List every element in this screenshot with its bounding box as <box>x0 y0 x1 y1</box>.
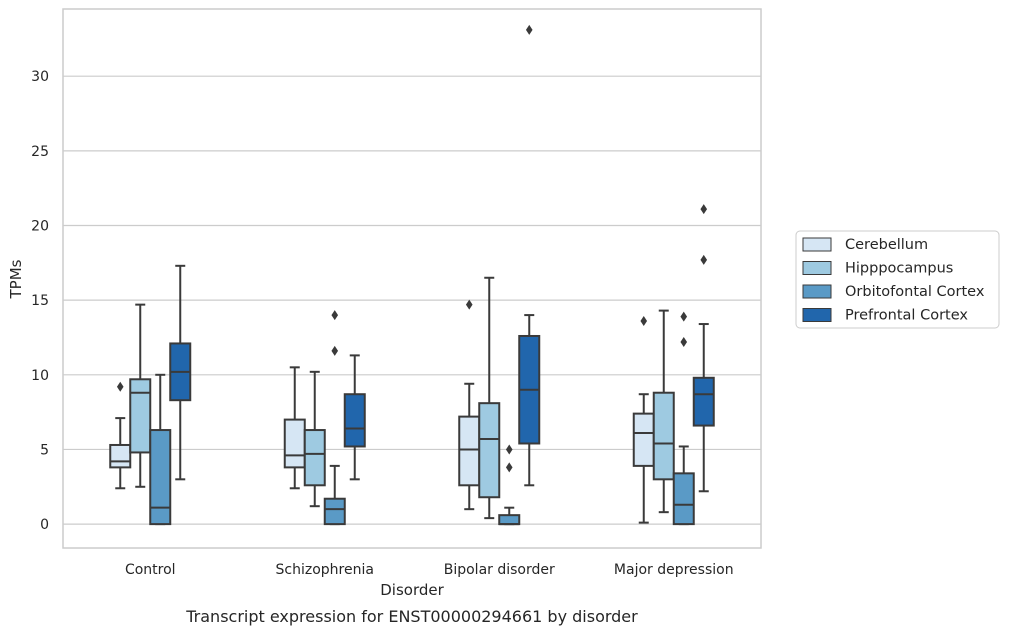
outlier-point <box>700 204 708 215</box>
y-tick-label: 20 <box>31 218 49 234</box>
box-body <box>632 412 655 467</box>
box-hipppocampus-3 <box>652 309 675 514</box>
legend-swatch <box>802 308 832 322</box>
box-cerebellum-0 <box>109 381 132 490</box>
legend-label: Cerebellum <box>845 237 928 253</box>
box-layer <box>109 24 715 526</box>
box-body <box>498 514 521 526</box>
box-body <box>652 391 675 481</box>
box-cerebellum-1 <box>283 366 306 490</box>
box-cerebellum-3 <box>632 316 655 524</box>
legend-label: Orbitofontal Cortex <box>845 284 985 300</box>
box-prefrontal-cortex-3 <box>692 204 715 493</box>
box-body <box>129 378 152 454</box>
box-body <box>692 376 715 427</box>
outlier-point <box>640 316 648 327</box>
box-body <box>303 429 326 487</box>
box-body <box>343 393 366 448</box>
box-body <box>478 402 501 499</box>
x-tick-label: Schizophrenia <box>276 562 374 578</box>
legend-swatch <box>802 237 832 252</box>
box-orbitofontal-cortex-2 <box>498 444 521 526</box>
box-prefrontal-cortex-0 <box>169 264 192 481</box>
x-tick-label: Control <box>125 562 176 578</box>
box-body <box>149 429 172 526</box>
y-tick-label: 30 <box>31 69 49 85</box>
legend-swatch <box>802 261 832 275</box>
outlier-point <box>505 462 513 473</box>
y-tick-label: 5 <box>40 442 49 458</box>
legend: Cerebellum Hipppocampus Orbitofontal Corte… <box>795 230 1000 329</box>
outlier-point <box>116 381 124 392</box>
y-tick-label: 15 <box>31 293 49 309</box>
legend-label: Prefrontal Cortex <box>845 308 968 324</box>
outlier-point <box>505 444 513 455</box>
box-hipppocampus-0 <box>129 303 152 488</box>
box-body <box>283 418 306 469</box>
box-hipppocampus-1 <box>303 370 326 508</box>
outlier-point <box>680 311 688 322</box>
plot-frame <box>62 8 762 549</box>
y-tick-label: 0 <box>40 517 49 533</box>
outlier-point <box>331 310 339 321</box>
box-body <box>458 415 481 487</box>
outlier-point <box>331 345 339 356</box>
y-tick-labels: 0 5 10 15 20 25 30 <box>31 69 49 533</box>
box-body <box>109 443 132 469</box>
y-tick-label: 25 <box>31 144 49 160</box>
chart-title: Transcript expression for ENST0000029466… <box>185 607 638 626</box>
outlier-point <box>700 254 708 265</box>
outlier-point <box>525 24 533 35</box>
box-prefrontal-cortex-2 <box>518 24 541 487</box>
x-tick-labels: Control Schizophrenia Bipolar disorder Majo… <box>125 562 734 578</box>
x-tick-label: Bipolar disorder <box>444 562 555 578</box>
outlier-point <box>465 299 473 310</box>
legend-label: Hipppocampus <box>845 261 953 277</box>
y-axis-label: TPMs <box>7 259 25 299</box>
box-orbitofontal-cortex-3 <box>672 311 695 526</box>
x-axis-label: Disorder <box>380 581 444 599</box>
box-orbitofontal-cortex-0 <box>149 373 172 526</box>
outlier-point <box>680 336 688 347</box>
box-body <box>323 497 346 526</box>
box-orbitofontal-cortex-1 <box>323 310 346 526</box>
box-hipppocampus-2 <box>478 276 501 520</box>
x-tick-label: Major depression <box>614 562 734 578</box>
legend-swatch <box>802 284 832 299</box>
legend-frame <box>795 230 1000 329</box>
y-tick-label: 10 <box>31 368 49 384</box>
box-cerebellum-2 <box>458 299 481 511</box>
box-prefrontal-cortex-1 <box>343 354 366 481</box>
box-body <box>672 472 695 526</box>
